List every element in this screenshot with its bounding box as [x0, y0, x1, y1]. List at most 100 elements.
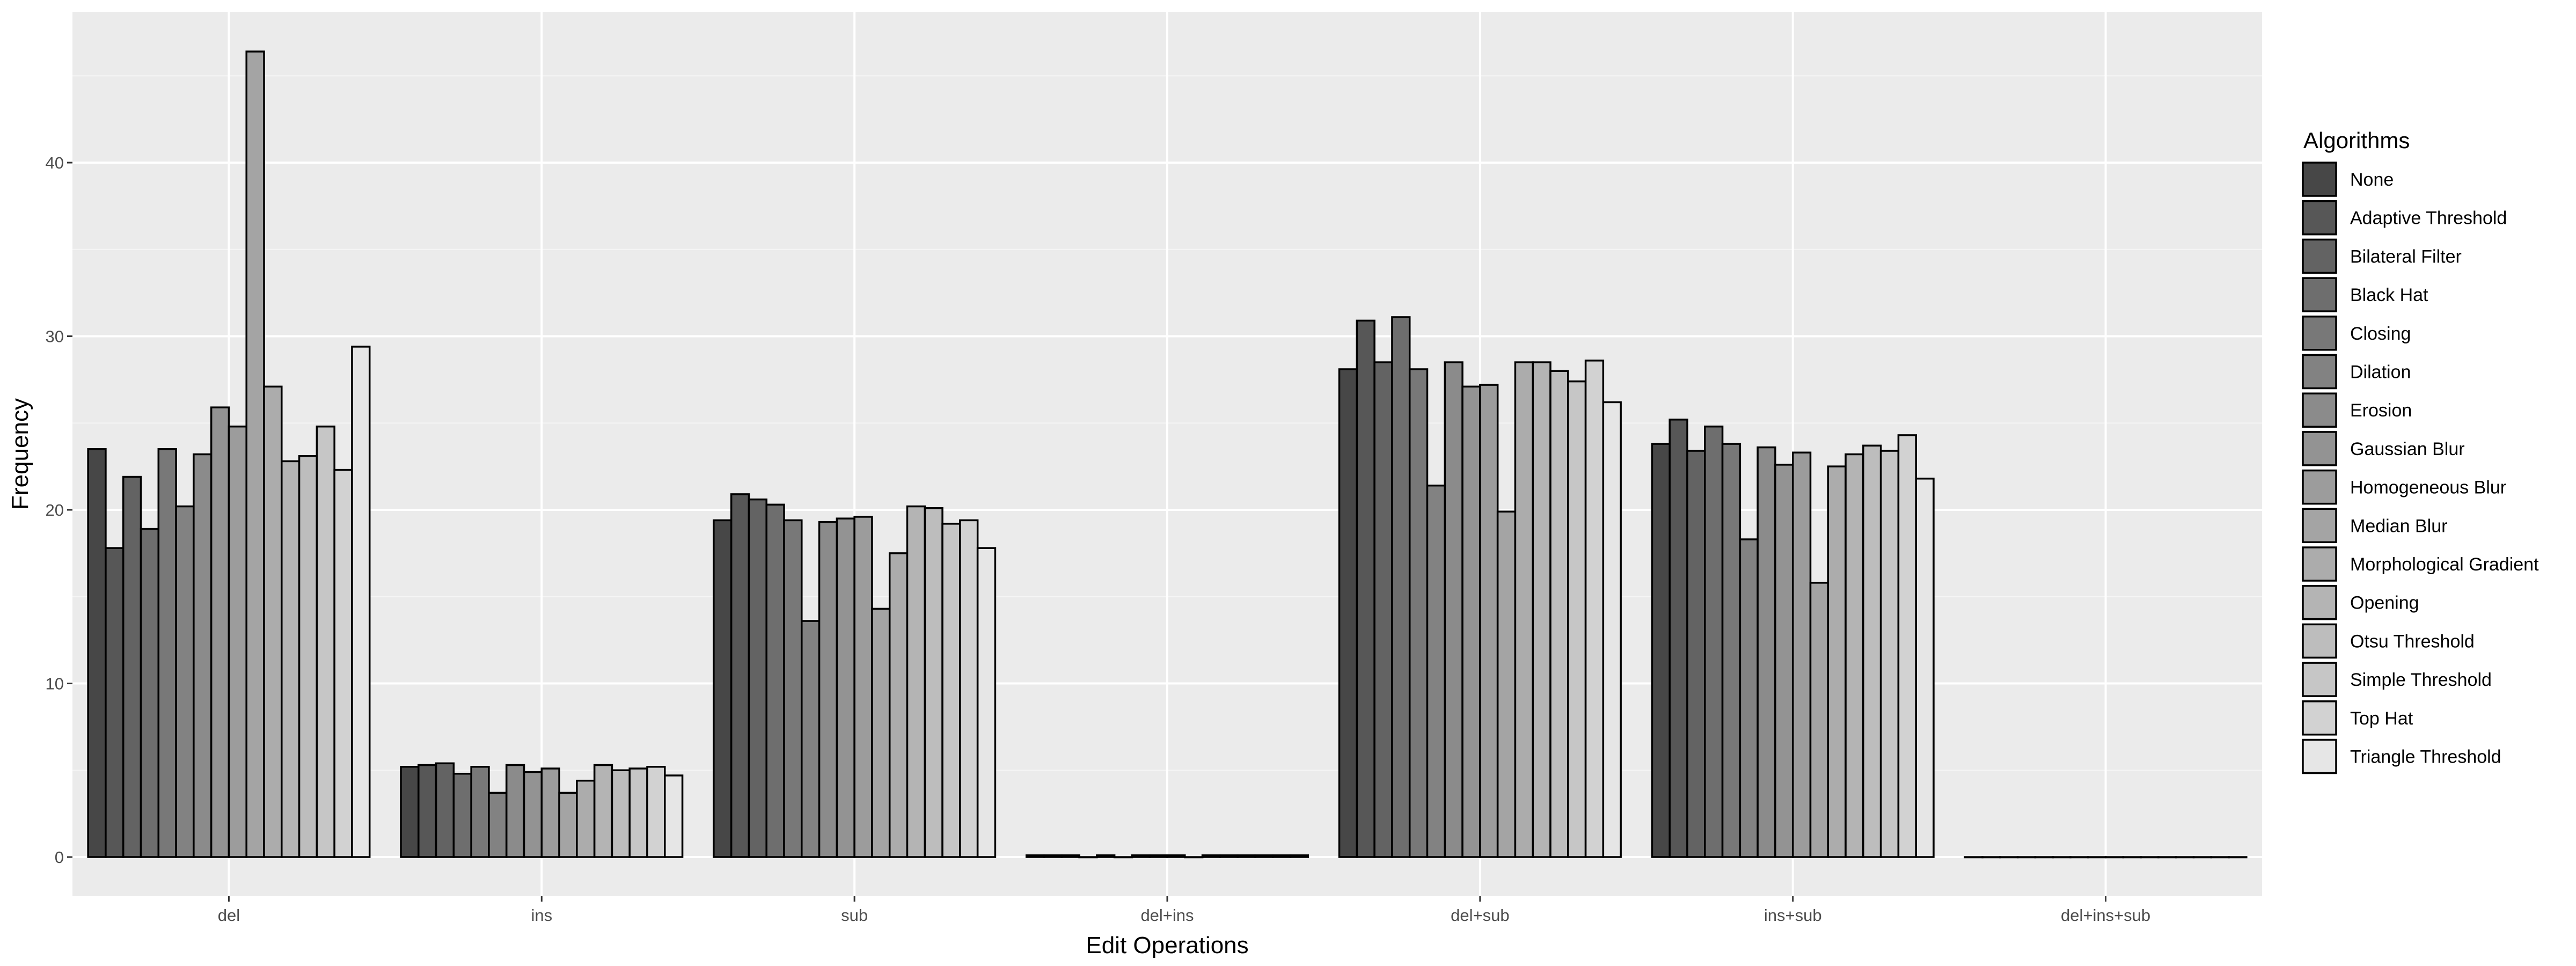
- legend-key: [2302, 392, 2337, 428]
- bar: [801, 620, 821, 858]
- bar: [941, 523, 961, 858]
- bar: [1289, 854, 1309, 858]
- bar: [593, 764, 613, 858]
- bar: [1078, 856, 1098, 859]
- x-tick-label: del+ins+sub: [2061, 906, 2150, 925]
- legend-key: [2302, 238, 2337, 274]
- legend-key: [2302, 469, 2337, 505]
- bar: [2228, 856, 2248, 859]
- legend-label: Gaussian Blur: [2350, 439, 2465, 459]
- bar: [316, 425, 335, 858]
- bar: [488, 792, 508, 858]
- legend-label: Morphological Gradient: [2350, 554, 2539, 575]
- bar: [452, 772, 472, 858]
- bar: [157, 448, 177, 858]
- bar: [298, 455, 318, 858]
- bar: [175, 505, 195, 858]
- bar: [2157, 856, 2177, 859]
- bar: [351, 346, 371, 858]
- x-tick-label: ins: [531, 906, 552, 925]
- legend: Algorithms None Adaptive Threshold Bilater…: [2302, 128, 2539, 774]
- legend-key: [2302, 662, 2337, 697]
- legend-label: Top Hat: [2350, 708, 2413, 729]
- bar: [505, 764, 525, 858]
- bar: [1201, 854, 1221, 858]
- bar: [1148, 854, 1168, 858]
- bar: [1704, 425, 1724, 858]
- bar: [1391, 316, 1411, 858]
- bar: [611, 769, 631, 858]
- bar: [228, 425, 247, 858]
- bar: [1567, 380, 1587, 858]
- bar: [2087, 856, 2107, 859]
- bar: [105, 547, 125, 858]
- bar: [2122, 856, 2142, 859]
- bar: [646, 766, 666, 858]
- bar: [2192, 856, 2213, 859]
- legend-key: [2302, 700, 2337, 736]
- legend-key: [2302, 277, 2337, 312]
- legend-key: [2302, 431, 2337, 466]
- bar: [1338, 368, 1358, 858]
- bar: [1444, 361, 1463, 858]
- bar: [1584, 360, 1605, 858]
- bar: [1496, 510, 1517, 858]
- bar: [1809, 582, 1829, 858]
- bar: [1774, 464, 1794, 858]
- legend-label: None: [2350, 170, 2394, 190]
- bar: [1461, 385, 1481, 858]
- bar: [400, 766, 420, 858]
- legend-key: [2302, 200, 2337, 236]
- bar: [765, 503, 785, 858]
- x-tick-label: del+sub: [1451, 906, 1509, 925]
- bar: [628, 767, 648, 858]
- bar: [1915, 478, 1935, 858]
- bar: [2140, 856, 2160, 859]
- y-tick-label: 20: [46, 501, 64, 519]
- bar: [1254, 854, 1274, 858]
- bar: [1060, 854, 1080, 858]
- y-axis-ticks: 0 10 20 30 40: [46, 153, 72, 867]
- bar: [871, 608, 891, 858]
- bar: [558, 792, 578, 858]
- legend-key: [2302, 508, 2337, 544]
- bar: [2210, 856, 2230, 859]
- bar: [1549, 370, 1569, 858]
- bar: [783, 519, 803, 858]
- legend-label: Triangle Threshold: [2350, 747, 2501, 767]
- bar: [1739, 538, 1759, 858]
- bar: [888, 552, 909, 858]
- bar: [1236, 854, 1256, 858]
- legend-items: None Adaptive Threshold Bilateral Filter Bl…: [2302, 162, 2539, 774]
- bar: [2104, 856, 2125, 859]
- bar: [1113, 856, 1133, 859]
- bar: [87, 448, 107, 858]
- bar: [435, 762, 455, 858]
- x-tick-label: del: [218, 906, 240, 925]
- bar: [1686, 450, 1706, 858]
- bar: [818, 521, 838, 858]
- bar: [1426, 484, 1446, 858]
- bar: [1025, 854, 1045, 858]
- bar: [836, 517, 855, 858]
- bar: [523, 771, 543, 858]
- bar: [1862, 444, 1882, 858]
- bars: [87, 50, 2248, 859]
- legend-title: Algorithms: [2303, 128, 2410, 153]
- legend-key: [2302, 738, 2337, 774]
- bar: [1827, 465, 1847, 858]
- legend-key: [2302, 162, 2337, 197]
- y-tick-label: 0: [55, 848, 64, 867]
- bar: [924, 507, 943, 858]
- y-tick-label: 10: [46, 675, 64, 693]
- bar: [1184, 856, 1204, 859]
- bar: [1271, 854, 1292, 858]
- bar: [1964, 856, 1984, 859]
- bar: [140, 528, 160, 858]
- bar: [1845, 453, 1864, 858]
- legend-label: Homogeneous Blur: [2350, 478, 2506, 498]
- bar: [1897, 434, 1917, 858]
- bar: [193, 453, 213, 858]
- bar: [1043, 854, 1063, 858]
